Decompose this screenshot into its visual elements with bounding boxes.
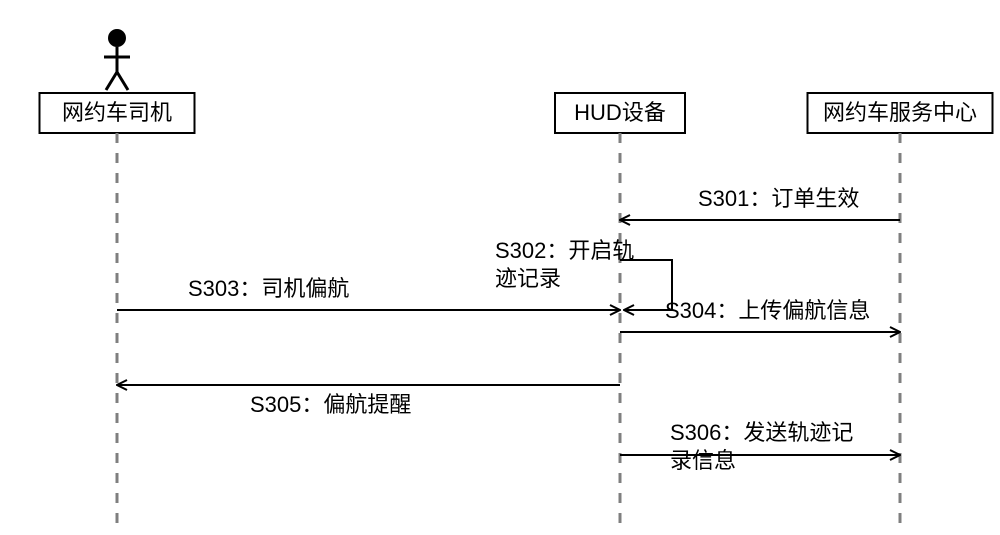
participant-label-center: 网约车服务中心 <box>823 100 977 125</box>
sequence-diagram: 网约车司机HUD设备网约车服务中心 S301：订单生效S302：开启轨迹记录S3… <box>0 0 1000 535</box>
participant-label-hud: HUD设备 <box>574 100 666 125</box>
message-label2-s306: 录信息 <box>670 448 736 473</box>
message-s305: S305：偏航提醒 <box>117 385 620 417</box>
message-label-s305: S305：偏航提醒 <box>250 392 411 417</box>
message-label-s303: S303：司机偏航 <box>188 276 349 301</box>
message-label-s302: S302：开启轨 <box>495 238 634 263</box>
message-label2-s302: 迹记录 <box>495 266 561 291</box>
message-s301: S301：订单生效 <box>620 186 900 220</box>
message-s304: S304：上传偏航信息 <box>620 298 900 332</box>
message-label-s301: S301：订单生效 <box>698 186 859 211</box>
message-s306: S306：发送轨迹记录信息 <box>620 420 900 473</box>
message-label-s306: S306：发送轨迹记 <box>670 420 853 445</box>
participant-label-driver: 网约车司机 <box>62 100 172 125</box>
message-label-s304: S304：上传偏航信息 <box>665 298 870 323</box>
message-s302: S302：开启轨迹记录 <box>495 238 672 310</box>
actor-icon <box>104 29 130 90</box>
messages: S301：订单生效 S302：开启轨迹记录 S303：司机偏航 S304：上传偏航信息… <box>117 186 900 473</box>
